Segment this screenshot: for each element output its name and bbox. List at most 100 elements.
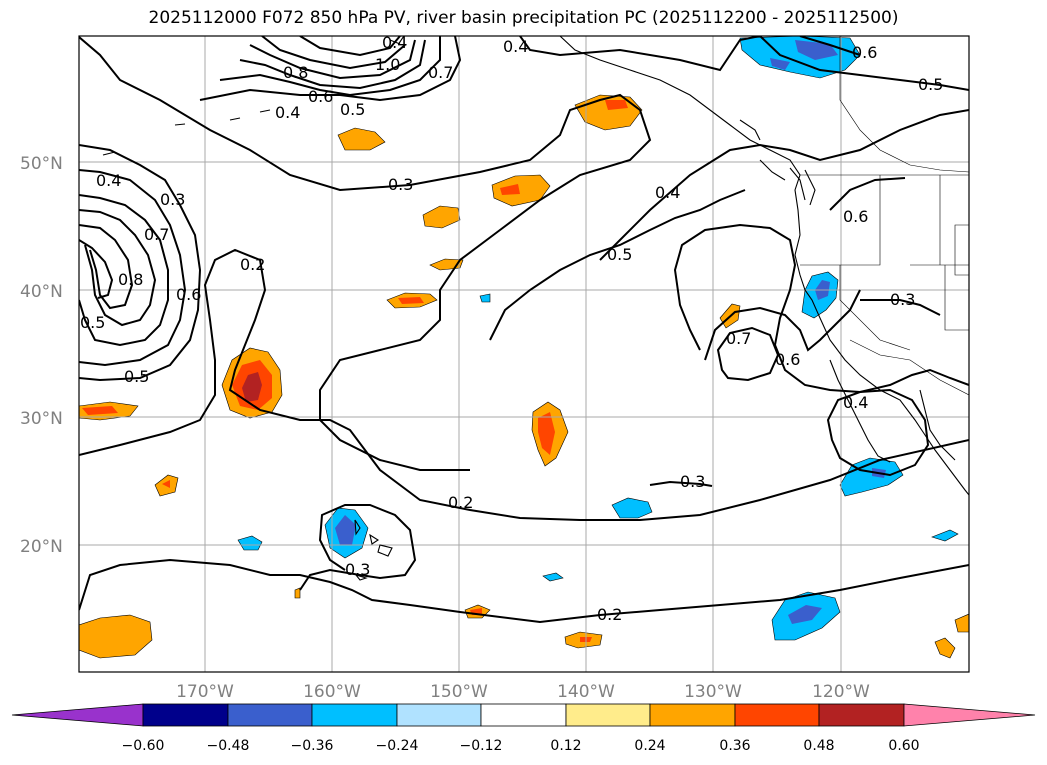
lat-label-30n: 30°N (20, 409, 63, 429)
svg-text:0.2: 0.2 (448, 493, 473, 512)
shade-blue-7 (542, 572, 564, 582)
svg-text:0.6: 0.6 (843, 207, 868, 226)
longitude-labels: 170°W 160°W 150°W 140°W 130°W 120°W (176, 682, 870, 702)
contour-nw-0.5 (219, 36, 441, 97)
plot-area: 0.4 0.8 0.6 0.5 0.4 1.0 0.7 0.4 0.6 0.5 … (79, 33, 969, 672)
contour-w-0.8 (79, 239, 114, 299)
shade-orange-16 (294, 587, 301, 599)
coast-alaska-bc (559, 36, 969, 496)
svg-text:0.4: 0.4 (503, 37, 528, 56)
lat-label-20n: 20°N (20, 537, 63, 557)
hawaii-islands (354, 519, 393, 581)
contour-0.6-ne2 (799, 36, 861, 56)
contour-0.4-top (519, 36, 761, 72)
svg-text:0.2: 0.2 (240, 255, 265, 274)
svg-text:0.24: 0.24 (634, 738, 665, 754)
pv-contours (79, 36, 969, 624)
contour-labels: 0.4 0.8 0.6 0.5 0.4 1.0 0.7 0.4 0.6 0.5 … (80, 33, 943, 624)
contour-0.3-right (860, 299, 941, 316)
contour-nw-1.0 (299, 36, 401, 57)
colorbar-segment-6 (565, 703, 651, 727)
shade-orange-3 (491, 174, 551, 207)
svg-text:0.3: 0.3 (160, 190, 185, 209)
latitude-labels: 50°N 40°N 30°N 20°N (20, 154, 63, 557)
contour-nw-0.7 (249, 39, 416, 80)
colorbar-extend-min (11, 703, 144, 727)
lon-label-160w: 160°W (303, 682, 361, 702)
contour-nw-0.4 (199, 36, 462, 102)
contour-0.5-mid (489, 189, 746, 341)
contour-0.5-ne (759, 36, 969, 91)
plot-frame (78, 35, 970, 673)
svg-text:0.5: 0.5 (607, 245, 632, 264)
colorbar-segment-9 (818, 703, 905, 727)
svg-text:0.6: 0.6 (775, 350, 800, 369)
colorbar-segment-1 (142, 703, 229, 727)
contour-nw-0.8 (261, 36, 406, 70)
svg-text:0.6: 0.6 (852, 43, 877, 62)
contour-w-0.3 (79, 144, 202, 382)
contour-0.3-mid (79, 36, 652, 471)
svg-text:0.36: 0.36 (719, 738, 750, 754)
svg-text:0.2: 0.2 (597, 605, 622, 624)
svg-text:−0.60: −0.60 (122, 738, 165, 754)
contour-0.3-hawaii (299, 504, 417, 591)
svg-text:0.4: 0.4 (275, 103, 300, 122)
contour-w-0.6 (79, 209, 157, 327)
contour-0.6-ne (829, 177, 906, 211)
contour-0.2-south (79, 558, 969, 624)
contour-0.2-mid (79, 248, 969, 521)
colorbar-segment-5 (480, 703, 567, 727)
contour-w-0.5 (79, 194, 169, 347)
svg-text:0.4: 0.4 (96, 171, 121, 190)
gridlines (79, 36, 969, 672)
colorbar-segment-3 (311, 703, 398, 727)
shade-orange-15 (954, 613, 969, 633)
colorbar-extend-max (903, 703, 1036, 727)
shade-orange-14 (934, 637, 956, 659)
colorbar-segment-4 (396, 703, 482, 727)
svg-text:0.7: 0.7 (726, 329, 751, 348)
lon-label-140w: 140°W (557, 682, 615, 702)
lon-label-120w: 120°W (812, 682, 870, 702)
colorbar-segment-8 (734, 703, 820, 727)
contour-nw-0.6 (239, 39, 426, 90)
svg-text:0.4: 0.4 (843, 393, 868, 412)
lon-label-170w: 170°W (176, 682, 234, 702)
svg-text:0.5: 0.5 (340, 100, 365, 119)
svg-text:0.4: 0.4 (382, 33, 407, 52)
borders (800, 36, 969, 396)
contour-0.7-loop (716, 326, 780, 382)
lon-label-150w: 150°W (430, 682, 488, 702)
colorbar-ticks: −0.60 −0.48 −0.36 −0.24 −0.12 0.12 0.24 … (122, 738, 920, 754)
svg-text:0.60: 0.60 (888, 738, 919, 754)
shade-blue-6 (479, 293, 491, 303)
svg-text:0.5: 0.5 (124, 367, 149, 386)
svg-text:0.7: 0.7 (144, 225, 169, 244)
contour-0.4-mid (599, 109, 969, 261)
svg-text:−0.24: −0.24 (376, 738, 419, 754)
svg-text:0.8: 0.8 (283, 63, 308, 82)
lon-label-130w: 130°W (684, 682, 742, 702)
shade-blue-8 (931, 529, 959, 542)
map-title: 2025112000 F072 850 hPa PV, river basin … (148, 8, 899, 28)
svg-text:1.0: 1.0 (375, 55, 400, 74)
svg-text:0.3: 0.3 (345, 560, 370, 579)
shade-orange-2 (337, 127, 386, 151)
svg-text:0.6: 0.6 (308, 87, 333, 106)
contour-0.4-right (826, 388, 930, 477)
shade-orange-11 (79, 614, 153, 659)
colorbar-segment-2 (227, 703, 313, 727)
contour-w-0.4 (79, 169, 187, 367)
svg-text:0.5: 0.5 (80, 313, 105, 332)
lat-label-50n: 50°N (20, 154, 63, 174)
contour-w-0.7 (79, 224, 134, 310)
colorbar (11, 703, 1036, 727)
svg-text:0.8: 0.8 (118, 270, 143, 289)
svg-text:0.48: 0.48 (803, 738, 834, 754)
svg-text:0.3: 0.3 (680, 472, 705, 491)
svg-text:0.12: 0.12 (550, 738, 581, 754)
plot-background (79, 36, 969, 672)
shade-blue-2 (611, 497, 653, 519)
